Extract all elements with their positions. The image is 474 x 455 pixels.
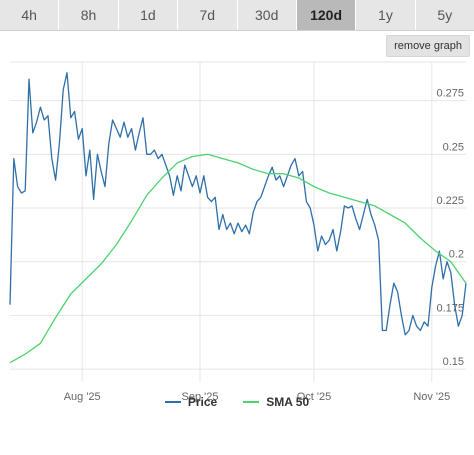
series bbox=[9, 72, 467, 364]
x-tick-label: Nov '25 bbox=[413, 391, 450, 403]
x-tick-label: Aug '25 bbox=[64, 391, 101, 403]
sma-50-series-line bbox=[9, 153, 467, 364]
remove-graph-button[interactable]: remove graph bbox=[386, 35, 470, 57]
grid bbox=[10, 61, 466, 382]
timeframe-tabs: 4h 8h 1d 7d 30d 120d 1y 5y bbox=[0, 0, 474, 31]
x-axis-ticks: Aug '25 Sep '25 Oct '25 Nov '25 bbox=[64, 391, 451, 403]
y-tick-label: 0.175 bbox=[436, 302, 464, 314]
y-tick-label: 0.25 bbox=[443, 141, 464, 153]
y-tick-label: 0.275 bbox=[436, 88, 464, 100]
x-tick-label: Sep '25 bbox=[182, 391, 219, 403]
tab-5y[interactable]: 5y bbox=[437, 7, 453, 23]
legend-swatch-sma-50 bbox=[243, 401, 260, 403]
tab-1y[interactable]: 1y bbox=[356, 0, 416, 30]
tab-8h[interactable]: 8h bbox=[59, 0, 119, 30]
legend: Price SMA 50 bbox=[0, 392, 474, 412]
legend-item-price[interactable]: Price bbox=[164, 395, 218, 409]
y-tick-label: 0.2 bbox=[449, 249, 464, 261]
legend-swatch-price bbox=[164, 401, 181, 403]
y-tick-label: 0.225 bbox=[436, 195, 464, 207]
y-tick-label: 0.15 bbox=[443, 356, 464, 368]
tab-30d[interactable]: 30d bbox=[238, 0, 297, 30]
tab-4h[interactable]: 4h bbox=[0, 0, 60, 30]
price-series-line bbox=[9, 72, 467, 336]
legend-label-price: Price bbox=[187, 395, 218, 409]
x-tick-label: Oct '25 bbox=[297, 391, 332, 403]
y-axis-ticks: 0.15 0.175 0.2 0.225 0.25 0.275 bbox=[436, 88, 464, 368]
tab-1d[interactable]: 1d bbox=[119, 0, 179, 30]
tab-7d[interactable]: 7d bbox=[178, 0, 238, 30]
tab-120d[interactable]: 120d bbox=[296, 0, 357, 30]
legend-item-sma-50[interactable]: SMA 50 bbox=[243, 395, 309, 409]
legend-label-sma-50: SMA 50 bbox=[266, 395, 310, 409]
